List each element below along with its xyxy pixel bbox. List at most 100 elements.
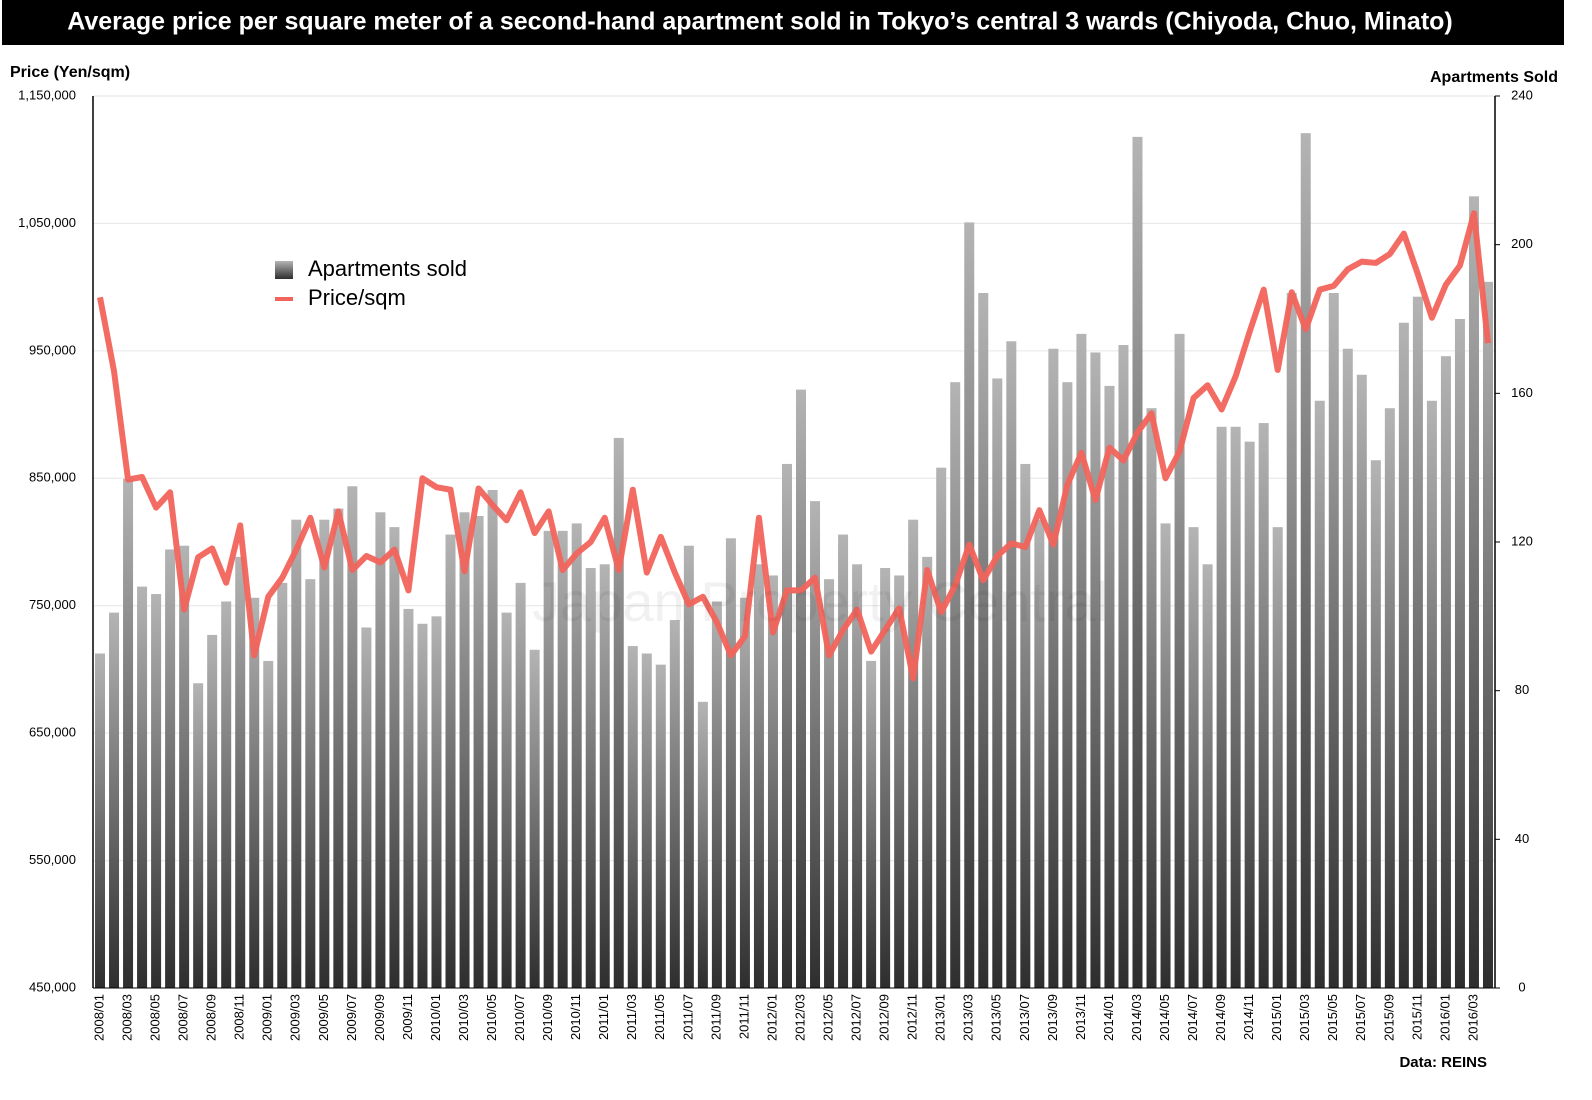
x-tick-label: 2013/07 [1017, 994, 1032, 1041]
bar [1384, 408, 1395, 988]
x-tick-label: 2015/01 [1269, 994, 1284, 1041]
bar [1482, 281, 1493, 988]
bar [1020, 463, 1031, 988]
bar [964, 222, 975, 988]
bar [1258, 423, 1269, 989]
bar [501, 612, 512, 988]
bar [347, 486, 358, 988]
x-tick-label: 2010/01 [428, 994, 443, 1041]
bar [445, 534, 456, 988]
bar [305, 579, 316, 988]
bar [235, 556, 246, 988]
bar [1356, 374, 1367, 988]
bar [319, 519, 330, 988]
x-tick-label: 2010/03 [456, 994, 471, 1041]
bar [725, 538, 736, 988]
bar [852, 564, 863, 988]
bar [1230, 426, 1241, 988]
bar [389, 527, 400, 988]
bar [179, 545, 190, 988]
bar [767, 575, 778, 988]
x-tick-label: 2015/05 [1325, 994, 1340, 1041]
x-tick-label: 2016/03 [1465, 994, 1480, 1041]
bar [571, 523, 582, 988]
y2-tick-label: 80 [1515, 682, 1529, 697]
bar [137, 586, 148, 988]
x-tick-label: 2009/01 [260, 994, 275, 1041]
bar [824, 579, 835, 988]
bar [810, 501, 821, 988]
source-note: Data: REINS [1399, 1054, 1487, 1071]
bar [599, 564, 610, 988]
x-tick-label: 2010/11 [568, 994, 583, 1040]
bar [1132, 136, 1143, 989]
x-tick-label: 2011/03 [624, 994, 639, 1040]
x-tick-label: 2008/05 [148, 994, 163, 1041]
bar [1440, 356, 1451, 989]
bar [277, 582, 288, 988]
bar [1370, 460, 1381, 988]
bar [866, 660, 877, 988]
x-tick-label: 2014/01 [1101, 994, 1116, 1041]
x-tick-label: 2014/11 [1241, 994, 1256, 1040]
y2-tick-label: 240 [1511, 87, 1533, 102]
x-tick-label: 2009/07 [344, 994, 359, 1041]
bar [1328, 292, 1339, 988]
y-tick-label: 750,000 [29, 597, 76, 612]
y-tick-label: 450,000 [29, 979, 76, 994]
bar [1146, 408, 1157, 988]
x-tick-label: 2010/05 [484, 994, 499, 1041]
bar [950, 382, 961, 988]
x-tick-label: 2012/03 [792, 994, 807, 1041]
y2-tick-label: 0 [1518, 979, 1525, 994]
bar [333, 508, 344, 988]
bar [193, 683, 204, 988]
bar [473, 515, 484, 988]
x-tick-label: 2013/05 [989, 994, 1004, 1041]
x-tick-label: 2010/09 [540, 994, 555, 1041]
bar [655, 664, 666, 988]
bar [487, 489, 498, 988]
y-tick-label: 550,000 [29, 852, 76, 867]
x-tick-label: 2013/11 [1073, 994, 1088, 1040]
y-tick-label: 950,000 [29, 342, 76, 357]
bar [1188, 527, 1199, 988]
bar [515, 582, 526, 988]
y2-tick-label: 40 [1515, 831, 1529, 846]
watermark: Japan Property Central [532, 570, 1108, 633]
bar [585, 568, 596, 988]
x-tick-label: 2011/11 [736, 994, 751, 1039]
x-tick-label: 2013/03 [961, 994, 976, 1041]
y-axis-title: Price (Yen/sqm) [10, 64, 130, 81]
x-tick-label: 2012/07 [849, 994, 864, 1041]
bar [838, 534, 849, 988]
bar [1118, 345, 1129, 988]
bar [613, 437, 624, 988]
price-line [97, 210, 1491, 682]
x-tick-label: 2008/09 [204, 994, 219, 1041]
bar [669, 620, 680, 988]
bar [1300, 133, 1311, 988]
bar [1426, 400, 1437, 988]
bar [417, 623, 428, 988]
bar [739, 597, 750, 988]
y2-tick-label: 120 [1511, 533, 1533, 548]
x-tick-label: 2008/03 [119, 994, 134, 1041]
bar [781, 463, 792, 988]
bar [908, 519, 919, 988]
x-tick-label: 2009/11 [400, 994, 415, 1040]
bar [95, 653, 106, 988]
legend-label: Price/sqm [308, 285, 406, 310]
bar [1048, 348, 1059, 988]
bar [375, 512, 386, 988]
bar [1342, 348, 1353, 988]
bar [263, 660, 274, 988]
bar [403, 608, 414, 988]
legend-label: Apartments sold [308, 256, 467, 281]
bar [711, 601, 722, 988]
bar [1314, 400, 1325, 988]
x-tick-label: 2014/03 [1129, 994, 1144, 1041]
x-tick-label: 2008/01 [91, 994, 106, 1041]
bar [1090, 352, 1101, 988]
bar [936, 467, 947, 989]
